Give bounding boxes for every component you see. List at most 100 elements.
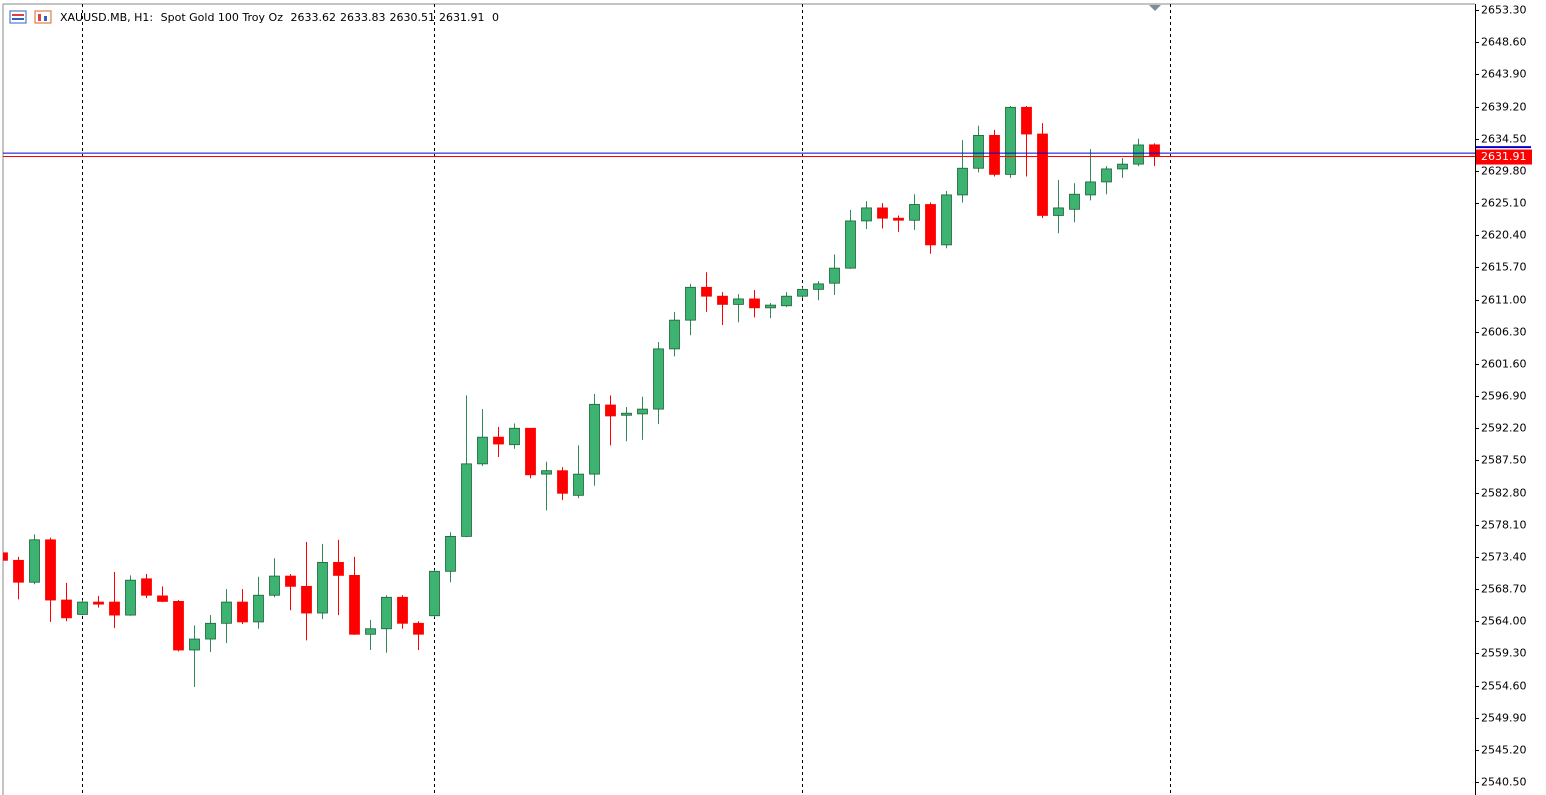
- header-icons: [9, 10, 52, 24]
- candle-body: [109, 601, 120, 616]
- y-tick-label: 2629.80: [1481, 165, 1527, 178]
- y-tick-label: 2643.90: [1481, 68, 1527, 81]
- symbol: XAUUSD.MB, H1:: [60, 11, 154, 24]
- candle-body: [189, 638, 200, 651]
- candle-body: [77, 601, 88, 615]
- icon-bar: [44, 16, 47, 21]
- candle-body: [349, 574, 360, 635]
- candle-body: [413, 622, 424, 635]
- candle-body: [301, 585, 312, 614]
- candle-body: [13, 559, 24, 583]
- y-tick-label: 2549.90: [1481, 712, 1527, 725]
- candle-body: [61, 599, 72, 619]
- y-tick-label: 2611.00: [1481, 294, 1527, 307]
- candle-body: [557, 470, 568, 494]
- candle-body: [525, 427, 536, 476]
- candle-body: [509, 427, 520, 446]
- candle-body: [877, 207, 888, 219]
- candle-body: [125, 579, 136, 616]
- candle-body: [237, 601, 248, 623]
- candle-body: [445, 535, 456, 572]
- candle-body: [893, 217, 904, 221]
- candle-body: [589, 403, 600, 475]
- candle-body: [205, 622, 216, 640]
- candle-body: [397, 596, 408, 624]
- candle-body: [541, 470, 552, 475]
- y-tick-label: 2568.70: [1481, 583, 1527, 596]
- icon-bar: [12, 18, 24, 20]
- candle-body: [221, 601, 232, 624]
- y-tick-label: 2653.30: [1481, 4, 1527, 17]
- candle-body: [429, 570, 440, 617]
- candle-body: [381, 596, 392, 630]
- candle-body: [173, 600, 184, 651]
- candle-body: [493, 436, 504, 445]
- candle-body: [797, 288, 808, 297]
- candle-body: [1005, 106, 1016, 175]
- candle-body: [45, 539, 56, 601]
- header-low: 2630.51: [389, 11, 435, 24]
- candle-body: [269, 575, 280, 596]
- candle-body: [1085, 181, 1096, 196]
- candle-body: [925, 204, 936, 246]
- candle-body: [733, 298, 744, 305]
- icon-bar: [38, 14, 41, 21]
- y-tick-label: 2634.50: [1481, 133, 1527, 146]
- chart-shift-marker: [1149, 5, 1161, 11]
- candle-body: [477, 436, 488, 465]
- candle-body: [461, 463, 472, 537]
- candle-body: [1037, 133, 1048, 216]
- bid-price-label: 2631.91: [1481, 150, 1527, 163]
- candle-body: [605, 404, 616, 417]
- header-spread: 0: [491, 11, 499, 24]
- candle-body: [285, 575, 296, 587]
- y-tick-label: 2596.90: [1481, 390, 1527, 403]
- y-tick-label: 2554.60: [1481, 680, 1527, 693]
- icon-bar: [12, 14, 24, 16]
- y-tick-label: 2564.00: [1481, 615, 1527, 628]
- y-tick-label: 2545.20: [1481, 744, 1527, 757]
- candle-body: [909, 204, 920, 221]
- header-open: 2633.62: [290, 11, 336, 24]
- candle-body: [765, 304, 776, 309]
- candle-body: [3, 552, 8, 561]
- candle-body: [1133, 144, 1144, 165]
- candle-body: [685, 286, 696, 321]
- candle-body: [157, 595, 168, 602]
- candle-body: [1053, 207, 1064, 216]
- candle-body: [829, 267, 840, 284]
- y-tick-label: 2601.60: [1481, 358, 1527, 371]
- candles: [3, 105, 1160, 687]
- bid-price-box: [1476, 149, 1532, 165]
- candle-body: [637, 408, 648, 415]
- y-tick-label: 2615.70: [1481, 261, 1527, 274]
- candle-body: [781, 295, 792, 307]
- header-close: 2631.91: [438, 11, 485, 24]
- candle-body: [749, 298, 760, 309]
- candle-body: [1021, 106, 1032, 135]
- y-tick-label: 2587.50: [1481, 454, 1527, 467]
- candle-body: [621, 412, 632, 416]
- candle-body: [989, 134, 1000, 175]
- candle-body: [957, 167, 968, 196]
- candle-body: [653, 348, 664, 410]
- candle-body: [333, 561, 344, 576]
- candle-body: [1069, 193, 1080, 210]
- header-high: 2633.83: [339, 11, 386, 24]
- candle-body: [1101, 168, 1112, 183]
- candle-body: [573, 473, 584, 496]
- y-tick-label: 2620.40: [1481, 229, 1527, 242]
- candle-body: [1149, 144, 1160, 157]
- candle-body: [941, 194, 952, 246]
- y-tick-label: 2559.30: [1481, 647, 1527, 660]
- y-tick-label: 2648.60: [1481, 36, 1527, 49]
- y-tick-label: 2578.10: [1481, 519, 1527, 532]
- chart-header: XAUUSD.MB, H1: Spot Gold 100 Troy Oz 263…: [60, 11, 503, 24]
- y-tick-label: 2606.30: [1481, 326, 1527, 339]
- y-tick-label: 2639.20: [1481, 101, 1527, 114]
- candle-body: [365, 628, 376, 635]
- icon-chart: [34, 10, 52, 24]
- candle-body: [141, 578, 152, 596]
